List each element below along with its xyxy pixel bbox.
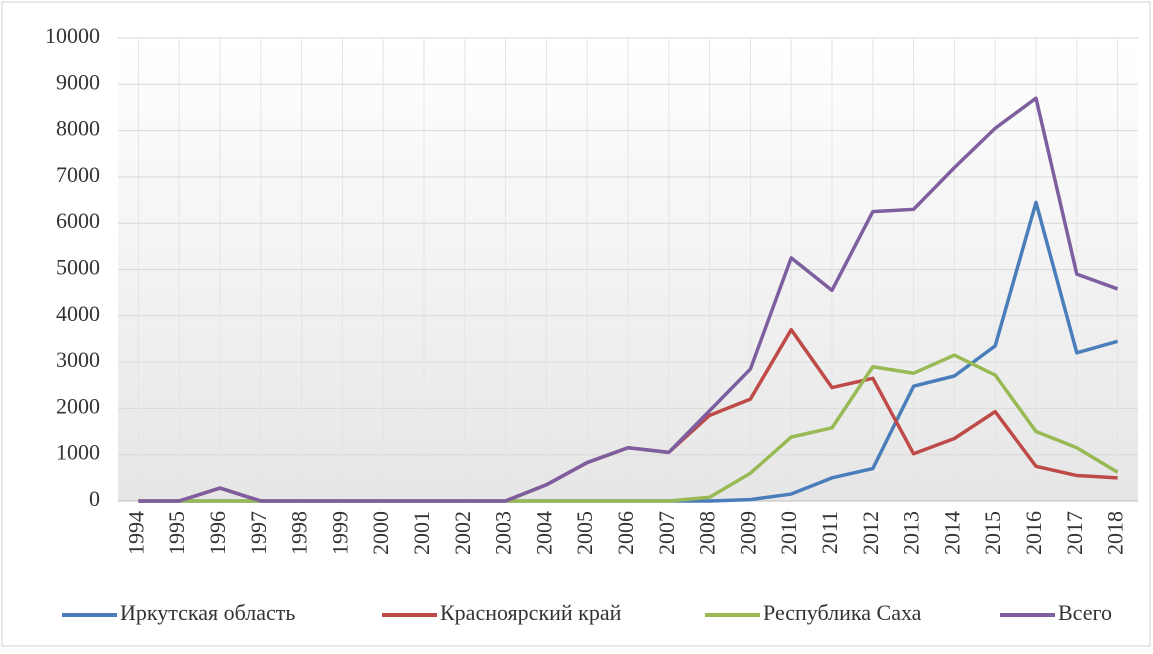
x-tick-label: 1994: [123, 511, 148, 555]
x-tick-label: 2016: [1021, 511, 1046, 555]
x-tick-label: 2013: [899, 511, 924, 555]
legend-label: Иркутская область: [120, 600, 295, 625]
x-tick-label: 2017: [1062, 511, 1087, 555]
y-tick-label: 5000: [56, 255, 100, 280]
y-tick-label: 0: [89, 486, 100, 511]
x-tick-label: 2010: [776, 511, 801, 555]
x-tick-label: 2011: [817, 511, 842, 554]
x-tick-label: 2005: [572, 511, 597, 555]
x-tick-label: 2004: [531, 511, 556, 555]
y-tick-label: 6000: [56, 208, 100, 233]
x-tick-label: 2012: [858, 511, 883, 555]
y-tick-label: 9000: [56, 69, 100, 94]
x-tick-label: 2007: [654, 511, 679, 555]
y-tick-label: 8000: [56, 116, 100, 141]
x-tick-label: 2003: [491, 511, 516, 555]
series-line: [138, 96, 1119, 503]
x-tick-label: 1995: [164, 511, 189, 555]
x-tick-label: 1998: [287, 511, 312, 555]
legend-label: Всего: [1058, 600, 1112, 625]
legend-label: Республика Саха: [763, 600, 922, 625]
x-tick-label: 2015: [980, 511, 1005, 555]
y-tick-label: 7000: [56, 162, 100, 187]
y-tick-label: 3000: [56, 347, 100, 372]
x-tick-label: 1996: [205, 511, 230, 555]
x-tick-label: 2002: [450, 511, 475, 555]
x-tick-label: 2009: [735, 511, 760, 555]
x-tick-label: 2014: [939, 511, 964, 555]
x-tick-label: 2001: [409, 511, 434, 555]
x-tick-label: 2008: [695, 511, 720, 555]
y-tick-label: 4000: [56, 301, 100, 326]
x-tick-label: 2000: [368, 511, 393, 555]
x-tick-label: 1997: [246, 511, 271, 555]
x-tick-label: 2006: [613, 511, 638, 555]
x-tick-label: 2018: [1103, 511, 1128, 555]
y-tick-label: 10000: [45, 23, 100, 48]
legend-label: Красноярский край: [440, 600, 622, 625]
x-tick-label: 1999: [327, 511, 352, 555]
y-tick-label: 1000: [56, 440, 100, 465]
y-tick-label: 2000: [56, 393, 100, 418]
